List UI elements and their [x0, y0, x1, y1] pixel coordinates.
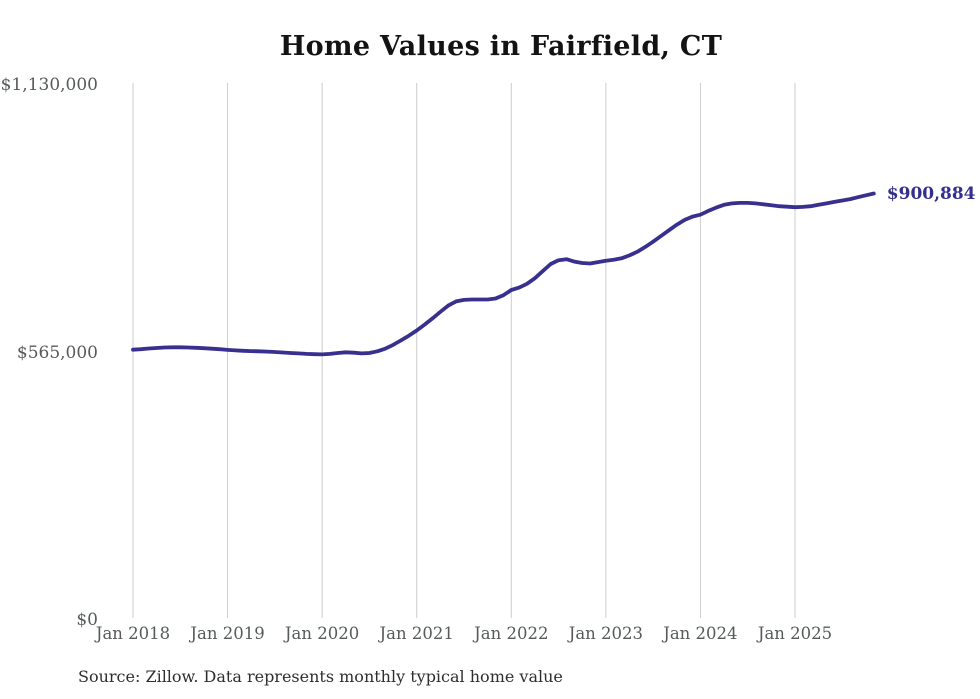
x-tick-label: Jan 2018: [95, 624, 171, 643]
latest-value-label: $900,884: [886, 183, 976, 204]
x-tick-label: Jan 2023: [568, 624, 644, 643]
x-tick-label: Jan 2021: [379, 624, 454, 643]
x-tick-label: Jan 2025: [757, 624, 833, 643]
x-tick-label: Jan 2024: [663, 624, 738, 643]
source-note: Source: Zillow. Data represents monthly …: [78, 667, 563, 686]
chart-title: Home Values in Fairfield, CT: [279, 31, 723, 62]
y-tick-label: $565,000: [16, 342, 98, 363]
home-value-line-series: [131, 191, 876, 357]
x-tick-label: Jan 2020: [284, 624, 360, 643]
y-tick-label: $1,130,000: [0, 75, 98, 95]
y-tick-label: $0: [76, 610, 98, 630]
x-tick-label: Jan 2022: [474, 624, 549, 643]
x-tick-label: Jan 2019: [190, 624, 265, 643]
